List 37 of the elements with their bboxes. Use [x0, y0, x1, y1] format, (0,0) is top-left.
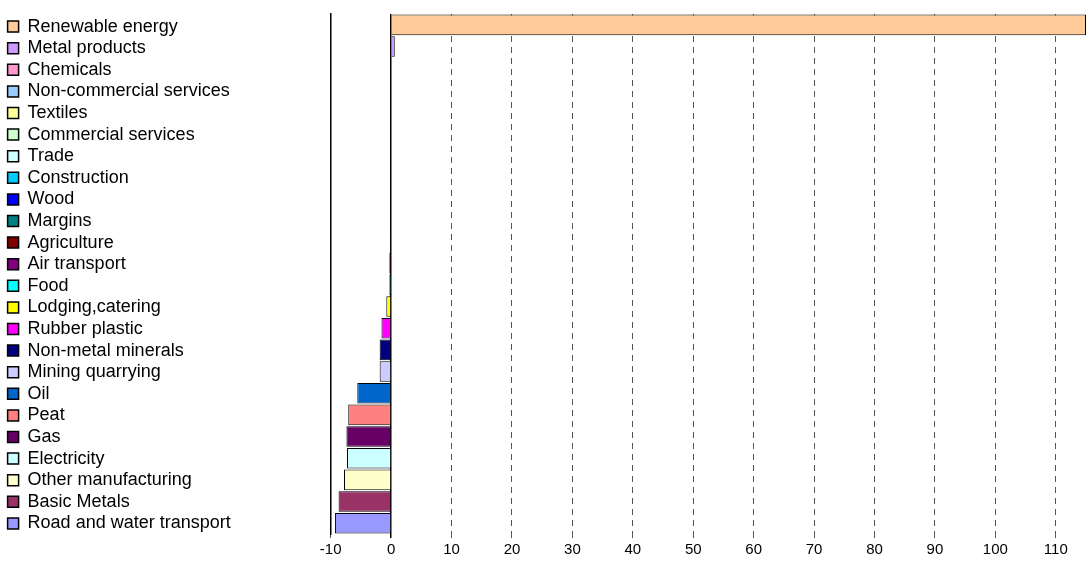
legend-label: Margins [27, 209, 92, 230]
legend-label: Construction [27, 166, 129, 187]
legend-label: Wood [27, 188, 75, 209]
legend-label: Textiles [27, 101, 88, 122]
x-tick-label: 110 [1043, 540, 1068, 558]
legend-label: Agriculture [27, 231, 114, 252]
x-tick-label: 60 [745, 540, 763, 558]
x-tick-label: -10 [319, 540, 342, 558]
x-tick-label: 30 [564, 540, 581, 558]
legend-label: Lodging,catering [27, 296, 161, 317]
legend-label: Non-metal minerals [27, 339, 184, 360]
x-tick-label: 10 [443, 540, 460, 558]
legend-label: Mining quarrying [27, 361, 161, 382]
x-tick-label: 20 [503, 540, 521, 558]
legend-label: Gas [27, 425, 61, 446]
legend-label: Commercial services [27, 123, 195, 144]
x-tick-label: 40 [624, 540, 642, 558]
legend-label: Trade [27, 145, 74, 166]
legend-label: Road and water transport [27, 512, 231, 533]
legend-label: Food [27, 274, 69, 295]
legend-label: Other manufacturing [27, 469, 192, 490]
legend-label: Metal products [27, 37, 146, 58]
x-tick-label: 80 [866, 540, 883, 558]
legend-label: Electricity [27, 447, 105, 468]
legend-label: Non-commercial services [27, 80, 230, 101]
legend-label: Air transport [27, 253, 126, 274]
x-tick-label: 50 [684, 540, 702, 558]
legend-label: Basic Metals [27, 490, 130, 511]
x-tick-label: 100 [982, 540, 1008, 558]
legend-label: Rubber plastic [27, 317, 143, 338]
x-tick-label: 90 [926, 540, 944, 558]
legend-label: Renewable energy [27, 15, 178, 36]
legend-label: Oil [27, 382, 50, 403]
x-tick-label: 70 [805, 540, 823, 558]
legend-label: Chemicals [27, 58, 112, 79]
legend-label: Peat [27, 404, 65, 425]
x-tick-label: 0 [386, 540, 396, 558]
